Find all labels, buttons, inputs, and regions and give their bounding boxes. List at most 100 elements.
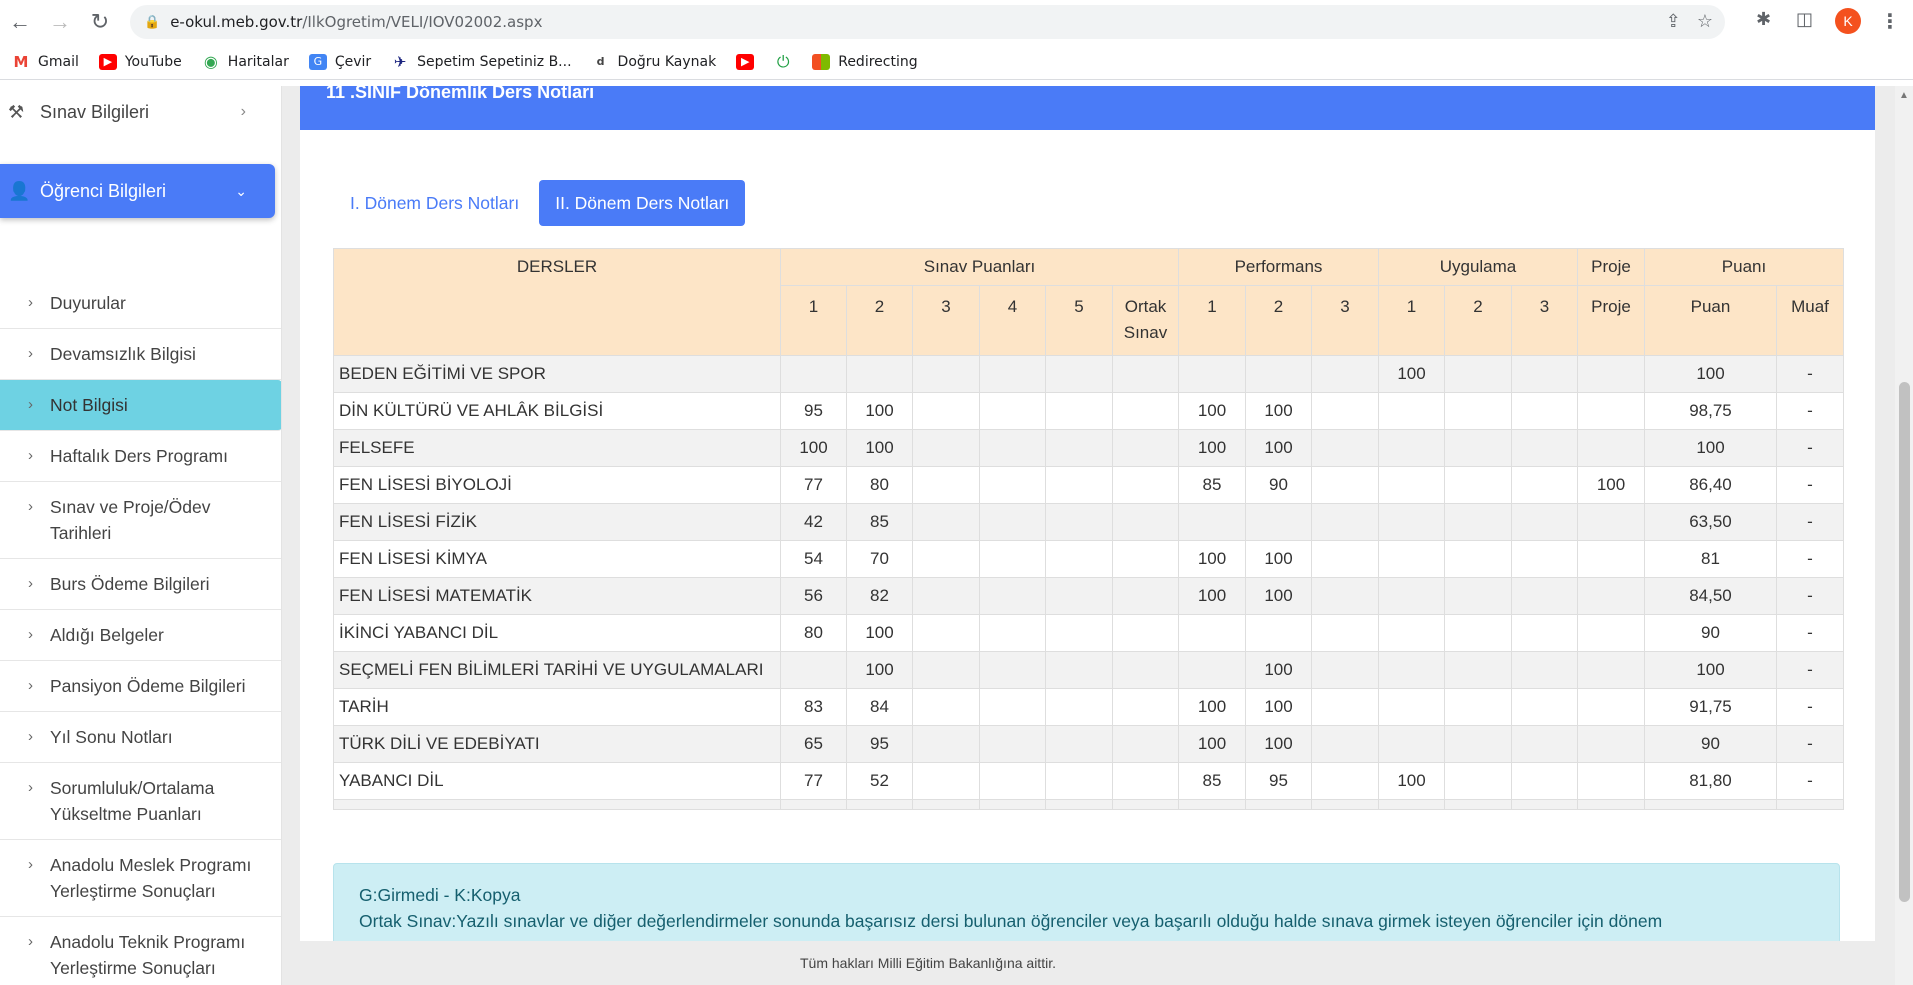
sidebar-item-not-bilgisi[interactable]: › Not Bilgisi <box>0 380 281 431</box>
grade-cell <box>979 762 1046 800</box>
bookmark-sepetim[interactable]: ✈ Sepetim Sepetiniz B... <box>391 53 572 71</box>
side-panel-icon[interactable]: ◫ <box>1796 9 1814 29</box>
table-row: YABANCI DİL 77 52 85 95 100 81,80- <box>333 762 1844 800</box>
sidebar-item-haftalik-program[interactable]: › Haftalık Ders Programı <box>0 431 281 482</box>
grade-cell <box>1178 651 1246 689</box>
bookmark-youtube[interactable]: ▶ YouTube <box>98 53 182 70</box>
sidebar-item-label: Devamsızlık Bilgisi <box>50 344 196 364</box>
grade-cell <box>1045 762 1113 800</box>
grade-cell <box>1311 392 1379 430</box>
grade-cell <box>1045 651 1113 689</box>
grade-cell: 85 <box>846 503 913 541</box>
grade-cell: 84,50 <box>1644 577 1777 615</box>
sidebar-item-yil-sonu-notlari[interactable]: › Yıl Sonu Notları <box>0 712 281 763</box>
sidebar-item-label: Aldığı Belgeler <box>50 625 164 645</box>
bookmark-gmail[interactable]: M Gmail <box>12 53 79 71</box>
subheader-cell: Ortak Sınav <box>1112 285 1179 356</box>
grade-cell: - <box>1776 540 1844 578</box>
share-icon[interactable]: ⇪ <box>1665 11 1681 31</box>
grade-cell: 100 <box>1245 392 1312 430</box>
grade-cell <box>1311 614 1379 652</box>
extensions-icon[interactable]: ✱ <box>1756 9 1772 29</box>
chevron-right-icon: › <box>28 345 33 362</box>
grade-cell: - <box>1776 429 1844 467</box>
grade-cell <box>1444 762 1512 800</box>
forward-arrow-icon[interactable]: → <box>49 9 71 34</box>
sidebar-item-sinav-proje-tarihleri[interactable]: › Sınav ve Proje/Ödev Tarihleri <box>0 482 281 559</box>
bookmark-youtube-2[interactable]: ▶ <box>736 53 755 70</box>
sidebar-item-devamsizlik[interactable]: › Devamsızlık Bilgisi <box>0 329 281 380</box>
bookmark-redirecting[interactable]: Redirecting <box>812 53 918 70</box>
page-scrollbar[interactable]: ▲ <box>1895 86 1913 985</box>
grade-cell <box>1511 762 1578 800</box>
chevron-down-icon: ⌄ <box>235 182 247 199</box>
subheader-cell: Muaf <box>1776 285 1844 356</box>
chevron-right-icon: › <box>28 575 33 592</box>
tab-second-term[interactable]: II. Dönem Ders Notları <box>539 180 746 226</box>
subheader-cell: 1 <box>1178 285 1246 356</box>
menu-kebab-icon[interactable]: ⋮ <box>1880 11 1900 33</box>
term-tabs: I. Dönem Ders Notları II. Dönem Ders Not… <box>334 180 746 226</box>
grade-cell <box>1577 688 1645 726</box>
grade-cell: 90 <box>1245 466 1312 504</box>
reload-icon[interactable]: ↻ <box>90 9 110 34</box>
chevron-right-icon: › <box>28 677 33 694</box>
sidebar-item-aldigi-belgeler[interactable]: › Aldığı Belgeler <box>0 610 281 661</box>
sidebar-item-ogrenci-bilgileri[interactable]: 👤 Öğrenci Bilgileri ⌄ <box>0 164 275 218</box>
sidebar-item-burs-odeme[interactable]: › Burs Ödeme Bilgileri <box>0 559 281 610</box>
grade-cell <box>979 392 1046 430</box>
grades-table: DERSLER Sınav Puanları Performans Uygula… <box>333 248 1844 810</box>
chevron-right-icon: › <box>28 933 33 950</box>
scrollbar-thumb[interactable] <box>1899 382 1910 902</box>
sidebar-item-duyurular[interactable]: › Duyurular <box>0 278 281 329</box>
empty-cell <box>1112 799 1179 810</box>
chevron-right-icon: › <box>28 498 33 515</box>
subheader-cell: 2 <box>1245 285 1312 356</box>
grade-cell: 100 <box>1577 466 1645 504</box>
bookmark-dogru-kaynak[interactable]: d Doğru Kaynak <box>592 54 717 70</box>
tab-first-term[interactable]: I. Dönem Ders Notları <box>334 180 536 226</box>
grade-cell <box>1444 651 1512 689</box>
grade-cell <box>1112 651 1179 689</box>
grade-cell: - <box>1776 466 1844 504</box>
grade-cell <box>912 429 980 467</box>
sidebar-item-sorumluluk[interactable]: › Sorumluluk/Ortalama Yükseltme Puanları <box>0 763 281 840</box>
grade-cell: 83 <box>780 688 847 726</box>
lesson-name: FELSEFE <box>333 429 781 467</box>
sidebar-item-label: Sorumluluk/Ortalama Yükseltme Puanları <box>50 778 215 824</box>
scroll-up-icon[interactable]: ▲ <box>1899 90 1909 101</box>
grade-cell: 100 <box>1245 577 1312 615</box>
grade-cell <box>1444 392 1512 430</box>
grade-cell <box>1444 725 1512 763</box>
user-edit-icon: 👤 <box>8 180 31 201</box>
address-bar[interactable]: 🔒 e-okul.meb.gov.tr/IlkOgretim/VELI/IOV0… <box>130 5 1725 39</box>
chevron-right-icon: › <box>28 396 33 413</box>
back-arrow-icon[interactable]: ← <box>9 9 31 34</box>
footer: Tüm hakları Milli Eğitim Bakanlığına ait… <box>282 941 1895 985</box>
sidebar-item-label: Pansiyon Ödeme Bilgileri <box>50 676 246 696</box>
subheader-cell: 3 <box>912 285 980 356</box>
empty-cell <box>1577 799 1645 810</box>
grade-cell <box>979 429 1046 467</box>
bookmark-haritalar[interactable]: ◉ Haritalar <box>202 52 289 71</box>
grade-cell <box>1311 688 1379 726</box>
grade-cell <box>979 577 1046 615</box>
sidebar-item-anadolu-teknik[interactable]: › Anadolu Teknik Programı Yerleştirme Son… <box>0 917 281 985</box>
empty-cell <box>1444 799 1512 810</box>
bookmark-cevir[interactable]: G Çevir <box>308 53 371 70</box>
sidebar-item-anadolu-meslek[interactable]: › Anadolu Meslek Programı Yerleştirme Son… <box>0 840 281 917</box>
profile-avatar[interactable]: K <box>1835 8 1861 34</box>
sidebar-item-sinav-bilgileri[interactable]: ⚒ Sınav Bilgileri › <box>0 86 281 138</box>
grade-cell <box>1444 355 1512 393</box>
grade-cell <box>1444 614 1512 652</box>
grade-cell <box>912 614 980 652</box>
star-icon[interactable]: ☆ <box>1696 11 1713 31</box>
empty-cell <box>780 799 847 810</box>
sidebar-item-pansiyon-odeme[interactable]: › Pansiyon Ödeme Bilgileri <box>0 661 281 712</box>
grade-cell <box>1045 577 1113 615</box>
bookmark-label: Doğru Kaynak <box>617 53 717 70</box>
bookmark-power[interactable]: ⏻ <box>774 52 792 71</box>
grade-cell <box>1511 577 1578 615</box>
header-uygulama: Uygulama <box>1378 248 1578 286</box>
chevron-right-icon: › <box>28 626 33 643</box>
